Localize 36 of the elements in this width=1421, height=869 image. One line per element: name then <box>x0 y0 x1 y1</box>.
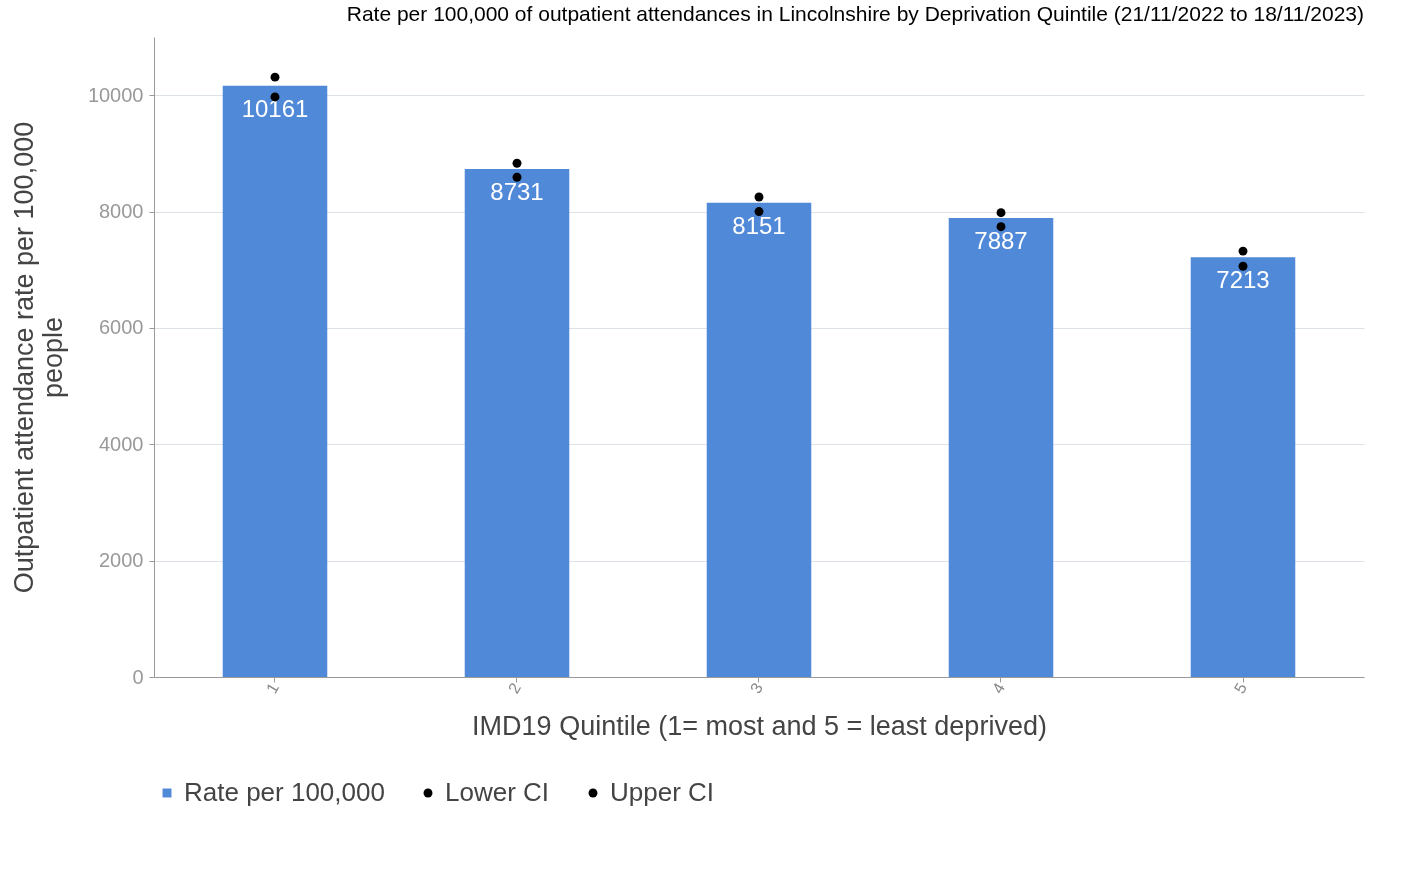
point <box>512 158 522 168</box>
legend-label: Lower CI <box>445 777 550 807</box>
point <box>996 222 1006 232</box>
point <box>1238 261 1248 271</box>
point <box>754 192 764 202</box>
chart-title: Rate per 100,000 of outpatient attendances in Lincolnshire by Deprivation Quintile (21/11/2022 to 18/11/2023) <box>346 2 1364 25</box>
x-tick-label: 4 <box>988 679 1008 697</box>
point <box>1238 246 1248 256</box>
bar <box>948 218 1054 677</box>
bar <box>706 202 812 677</box>
data-label: 8151 <box>732 211 786 239</box>
y-tick-label: 4000 <box>99 432 144 455</box>
y-tick-label: 0 <box>132 665 144 688</box>
point <box>270 72 280 82</box>
bar <box>464 169 570 677</box>
x-tick-label: 3 <box>746 679 766 697</box>
y-tick-label: 8000 <box>99 200 144 223</box>
x-tick-label: 1 <box>262 679 282 697</box>
y-tick-label: 2000 <box>99 549 144 572</box>
legend-label: Rate per 100,000 <box>184 777 385 807</box>
y-tick-label: 10000 <box>87 83 144 106</box>
legend-label: Upper CI <box>610 777 715 807</box>
bar <box>222 85 328 677</box>
point <box>754 207 764 217</box>
data-label: 10161 <box>241 94 309 122</box>
x-axis-title: IMD19 Quintile (1= most and 5 = least deprived) <box>472 711 1047 742</box>
point <box>996 208 1006 218</box>
point <box>512 172 522 182</box>
y-axis-title: Outpatient attendance rate per 100,000 people <box>8 121 68 594</box>
data-label: 7887 <box>974 227 1028 255</box>
data-label: 8731 <box>490 178 544 206</box>
data-label: 7213 <box>1216 266 1270 294</box>
y-tick-label: 6000 <box>99 316 144 339</box>
x-tick-label: 2 <box>504 679 524 697</box>
bar <box>1190 257 1296 677</box>
x-tick-label: 5 <box>1230 679 1250 697</box>
